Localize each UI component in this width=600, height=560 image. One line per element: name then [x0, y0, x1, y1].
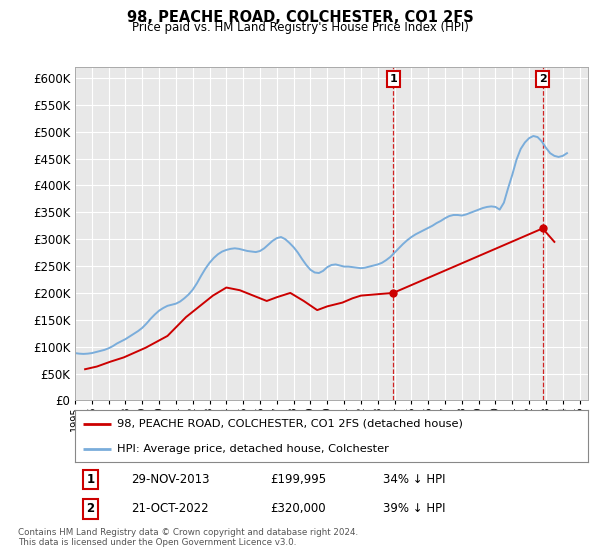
Text: HPI: Average price, detached house, Colchester: HPI: Average price, detached house, Colc…	[117, 444, 389, 454]
Text: 29-NOV-2013: 29-NOV-2013	[131, 473, 210, 486]
Text: 21-OCT-2022: 21-OCT-2022	[131, 502, 209, 515]
Text: 39% ↓ HPI: 39% ↓ HPI	[383, 502, 445, 515]
Text: 98, PEACHE ROAD, COLCHESTER, CO1 2FS: 98, PEACHE ROAD, COLCHESTER, CO1 2FS	[127, 10, 473, 25]
Text: Contains HM Land Registry data © Crown copyright and database right 2024.
This d: Contains HM Land Registry data © Crown c…	[18, 528, 358, 547]
Text: 34% ↓ HPI: 34% ↓ HPI	[383, 473, 445, 486]
Text: 2: 2	[86, 502, 94, 515]
Text: Price paid vs. HM Land Registry's House Price Index (HPI): Price paid vs. HM Land Registry's House …	[131, 21, 469, 34]
Text: 1: 1	[86, 473, 94, 486]
Text: £199,995: £199,995	[270, 473, 326, 486]
Text: £320,000: £320,000	[270, 502, 326, 515]
Text: 2: 2	[539, 74, 547, 84]
Text: 1: 1	[389, 74, 397, 84]
Text: 98, PEACHE ROAD, COLCHESTER, CO1 2FS (detached house): 98, PEACHE ROAD, COLCHESTER, CO1 2FS (de…	[117, 419, 463, 429]
